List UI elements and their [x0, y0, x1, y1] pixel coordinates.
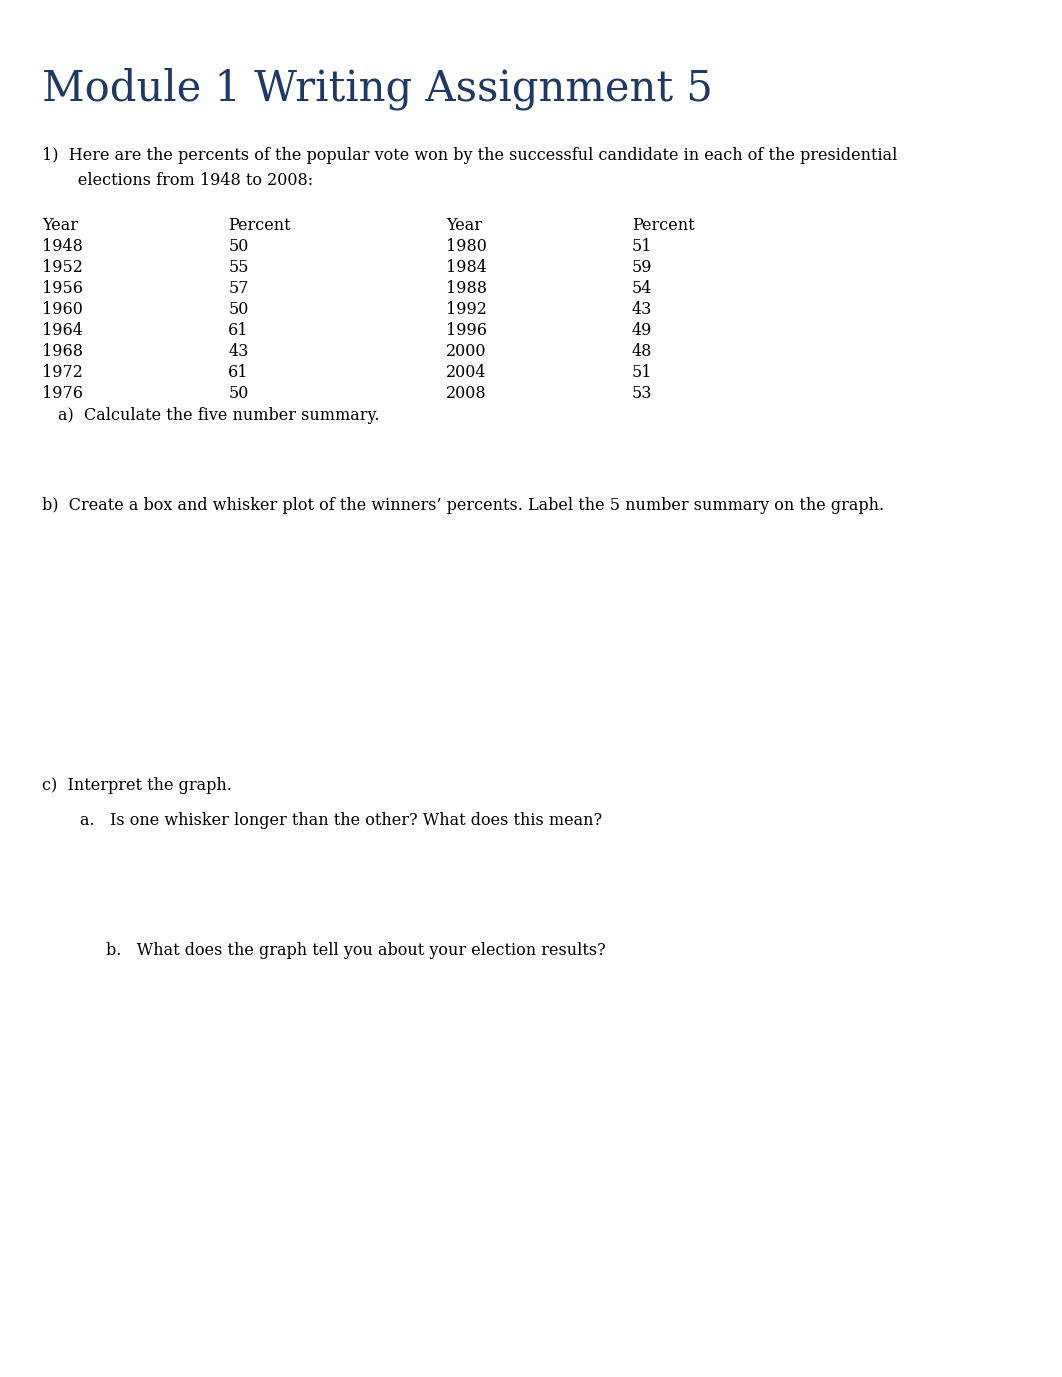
- Text: 55: 55: [228, 259, 249, 275]
- Text: 1992: 1992: [446, 302, 486, 318]
- Text: 1988: 1988: [446, 280, 487, 297]
- Text: 61: 61: [228, 322, 249, 339]
- Text: 59: 59: [632, 259, 652, 275]
- Text: 49: 49: [632, 322, 652, 339]
- Text: 54: 54: [632, 280, 652, 297]
- Text: a.   Is one whisker longer than the other? What does this mean?: a. Is one whisker longer than the other?…: [80, 812, 602, 829]
- Text: 1972: 1972: [42, 364, 83, 381]
- Text: 2008: 2008: [446, 386, 486, 402]
- Text: 50: 50: [228, 238, 249, 255]
- Text: 2000: 2000: [446, 343, 486, 359]
- Text: 1960: 1960: [42, 302, 83, 318]
- Text: 43: 43: [228, 343, 249, 359]
- Text: 1)  Here are the percents of the popular vote won by the successful candidate in: 1) Here are the percents of the popular …: [42, 147, 897, 164]
- Text: 51: 51: [632, 238, 652, 255]
- Text: c)  Interpret the graph.: c) Interpret the graph.: [42, 777, 233, 795]
- Text: 1984: 1984: [446, 259, 486, 275]
- Text: 1996: 1996: [446, 322, 487, 339]
- Text: 51: 51: [632, 364, 652, 381]
- Text: 50: 50: [228, 386, 249, 402]
- Text: 53: 53: [632, 386, 652, 402]
- Text: b.   What does the graph tell you about your election results?: b. What does the graph tell you about yo…: [106, 942, 606, 958]
- Text: b)  Create a box and whisker plot of the winners’ percents. Label the 5 number s: b) Create a box and whisker plot of the …: [42, 497, 885, 514]
- Text: 1980: 1980: [446, 238, 486, 255]
- Text: elections from 1948 to 2008:: elections from 1948 to 2008:: [42, 172, 313, 189]
- Text: 2004: 2004: [446, 364, 486, 381]
- Text: Percent: Percent: [228, 218, 291, 234]
- Text: Percent: Percent: [632, 218, 695, 234]
- Text: 57: 57: [228, 280, 249, 297]
- Text: 1948: 1948: [42, 238, 83, 255]
- Text: 43: 43: [632, 302, 652, 318]
- Text: 1976: 1976: [42, 386, 84, 402]
- Text: 48: 48: [632, 343, 652, 359]
- Text: 1952: 1952: [42, 259, 83, 275]
- Text: a)  Calculate the five number summary.: a) Calculate the five number summary.: [58, 408, 380, 424]
- Text: Module 1 Writing Assignment 5: Module 1 Writing Assignment 5: [42, 67, 714, 110]
- Text: 61: 61: [228, 364, 249, 381]
- Text: 1968: 1968: [42, 343, 84, 359]
- Text: Year: Year: [446, 218, 482, 234]
- Text: Year: Year: [42, 218, 79, 234]
- Text: 1956: 1956: [42, 280, 84, 297]
- Text: 1964: 1964: [42, 322, 83, 339]
- Text: 50: 50: [228, 302, 249, 318]
